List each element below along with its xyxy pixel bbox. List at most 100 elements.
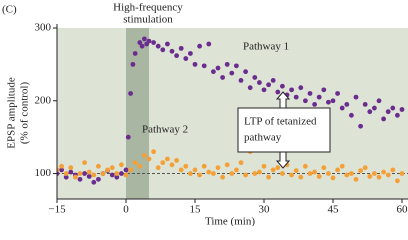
x-tick-label: 0 [123, 204, 129, 216]
data-point [174, 158, 180, 163]
data-point [220, 75, 226, 80]
data-point [395, 112, 400, 118]
data-point [261, 87, 267, 93]
data-point [114, 174, 120, 180]
data-point [119, 162, 124, 168]
data-point [68, 165, 74, 171]
data-point [169, 162, 175, 168]
data-point [395, 178, 400, 184]
data-point [238, 160, 244, 166]
y-tick-label: 300 [35, 22, 52, 34]
plot-background [57, 28, 408, 199]
data-point [303, 163, 308, 169]
stimulation-label: High-frequency [113, 2, 183, 14]
data-point [330, 98, 336, 104]
data-point [339, 163, 345, 169]
data-point [270, 167, 276, 173]
data-point [139, 43, 145, 49]
data-point [160, 47, 166, 53]
annotation-box [237, 107, 331, 153]
data-point [385, 172, 391, 178]
data-point [211, 69, 216, 75]
data-point [192, 61, 198, 67]
series-label: Pathway 1 [243, 41, 289, 53]
data-point [224, 162, 230, 168]
data-point [266, 82, 271, 88]
data-point [142, 36, 147, 42]
data-point [132, 160, 138, 166]
data-point [197, 43, 203, 49]
data-point [119, 171, 124, 176]
data-point [91, 172, 97, 178]
data-point [229, 70, 235, 76]
data-point [96, 176, 101, 182]
data-point [303, 98, 308, 104]
data-point [316, 174, 322, 179]
data-point [86, 169, 92, 175]
data-point [57, 171, 60, 176]
data-point [178, 167, 184, 173]
data-point [247, 85, 253, 91]
data-point [215, 65, 221, 71]
x-axis-label: Time (min) [205, 216, 255, 226]
data-point [362, 102, 368, 107]
data-point [165, 41, 170, 47]
data-point [326, 99, 331, 105]
data-point [146, 156, 152, 162]
data-point [298, 85, 304, 91]
data-point [353, 94, 359, 100]
data-point [197, 172, 203, 178]
data-point [307, 91, 313, 96]
data-point [151, 149, 157, 155]
data-point [183, 163, 189, 169]
data-point [321, 87, 327, 93]
data-point [252, 171, 258, 176]
data-point [59, 167, 64, 173]
data-point [289, 172, 294, 178]
data-point [358, 168, 363, 174]
data-point [206, 169, 212, 175]
data-point [201, 163, 207, 169]
data-point [188, 51, 193, 56]
data-point [211, 171, 216, 176]
data-point [137, 40, 143, 45]
data-point [100, 171, 106, 176]
data-point [358, 123, 363, 129]
data-point [234, 63, 239, 69]
data-point [344, 102, 350, 107]
annotation-group: LTP of tetanized pathway [237, 91, 331, 169]
data-point [344, 172, 350, 178]
data-point [238, 77, 244, 83]
data-point [381, 169, 386, 175]
data-point [178, 45, 184, 51]
data-point [312, 102, 317, 107]
data-point [335, 91, 340, 96]
data-point [155, 165, 161, 171]
data-point [201, 63, 207, 69]
data-point [59, 163, 64, 169]
data-point [130, 61, 136, 67]
data-point [125, 134, 131, 140]
data-point [298, 174, 304, 180]
data-point [109, 165, 115, 171]
data-point [372, 105, 377, 111]
data-point [312, 169, 317, 175]
data-point [293, 94, 299, 100]
stimulation-label: stimulation [123, 14, 173, 26]
data-point [73, 174, 78, 180]
data-point [293, 168, 299, 174]
data-point [234, 167, 239, 173]
data-point [321, 165, 327, 171]
data-point [114, 171, 120, 176]
data-point [192, 167, 198, 173]
data-point [335, 167, 340, 173]
data-point [155, 43, 161, 49]
data-point [169, 48, 175, 54]
panel-label: (C) [2, 4, 17, 16]
data-point [151, 40, 157, 45]
y-tick-label: 100 [35, 167, 52, 179]
data-point [224, 61, 230, 67]
x-tick-label: −15 [48, 204, 66, 216]
data-point [381, 116, 386, 122]
data-point [206, 41, 212, 47]
